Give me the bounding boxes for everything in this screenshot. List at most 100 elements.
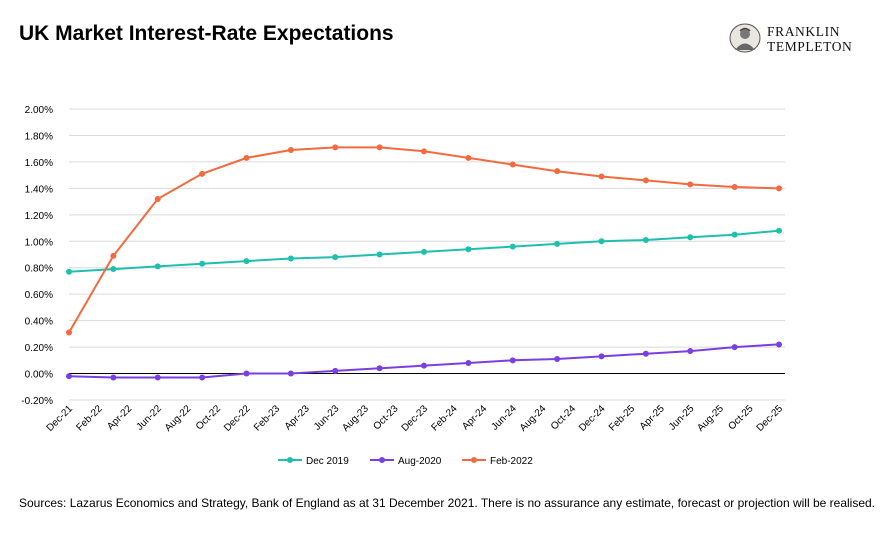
data-point (154, 263, 161, 270)
data-point (554, 168, 561, 175)
data-point (687, 234, 694, 241)
data-point (66, 329, 72, 336)
data-point (110, 252, 117, 259)
data-point (66, 373, 72, 380)
data-point (421, 248, 427, 255)
x-tick-label: Apr-22 (105, 403, 134, 432)
y-tick-label: 2.00% (25, 105, 53, 116)
y-tick-label: 0.00% (25, 370, 53, 381)
data-point (154, 374, 161, 381)
legend-swatch-marker (379, 457, 385, 463)
data-point (199, 260, 206, 267)
x-tick-label: Oct-24 (549, 403, 578, 432)
source-note: Sources: Lazarus Economics and Strategy,… (19, 496, 876, 510)
x-tick-label: Oct-25 (727, 403, 756, 432)
x-tick-label: Feb-22 (75, 403, 105, 433)
data-point (243, 154, 250, 161)
data-point (110, 374, 117, 381)
data-point (509, 161, 516, 168)
x-tick-label: Aug-22 (163, 403, 194, 434)
page-title: UK Market Interest-Rate Expectations (19, 22, 394, 45)
data-point (465, 154, 472, 161)
legend-label: Feb-2022 (490, 456, 533, 467)
series-line (68, 146, 780, 334)
y-tick-label: 1.40% (25, 184, 53, 195)
portrait-seal-icon (729, 23, 761, 53)
y-tick-label: 1.20% (25, 211, 53, 222)
data-point (509, 243, 516, 250)
x-tick-label: Apr-24 (460, 403, 489, 432)
series-lines (66, 144, 782, 381)
x-tick-label: Oct-22 (194, 403, 223, 432)
data-point (598, 238, 605, 245)
logo-line-1: FRANKLIN (767, 24, 841, 39)
y-tick-label: 1.60% (25, 158, 53, 169)
x-tick-label: Feb-24 (430, 403, 460, 433)
data-point (465, 246, 472, 253)
data-point (776, 227, 782, 234)
x-tick-label: Dec-23 (400, 403, 431, 434)
data-point (554, 355, 561, 362)
y-tick-label: 0.20% (25, 343, 53, 354)
data-point (199, 170, 206, 177)
data-point (154, 195, 161, 202)
data-point (509, 357, 516, 364)
grid-lines (69, 108, 785, 401)
x-tick-label: Oct-23 (372, 403, 401, 432)
x-tick-label: Aug-23 (340, 403, 371, 434)
data-point (731, 184, 738, 191)
logo-line-2: TEMPLETON (767, 39, 853, 54)
x-tick-label: Aug-24 (518, 403, 549, 434)
legend-label: Dec 2019 (306, 456, 349, 467)
legend: Dec 2019 Aug-2020 Feb-2022 (278, 456, 533, 467)
x-tick-label: Dec-24 (577, 403, 608, 434)
legend-swatch-marker (471, 457, 477, 463)
data-point (376, 251, 383, 258)
y-tick-label: 0.40% (25, 317, 53, 328)
legend-swatch-marker (287, 457, 293, 463)
x-tick-label: Jun-24 (489, 403, 519, 433)
data-point (642, 350, 649, 357)
data-point (731, 344, 738, 351)
data-point (287, 370, 294, 377)
data-point (554, 240, 561, 247)
data-point (332, 367, 339, 374)
data-point (731, 231, 738, 238)
data-point (243, 258, 250, 265)
data-point (110, 266, 117, 273)
data-point (66, 268, 72, 275)
axes: -0.20% 0.00% 0.20% 0.40% 0.60% 0.80% 1.00% 1.20… (21, 105, 785, 434)
data-point (287, 255, 294, 262)
data-point (687, 348, 694, 355)
y-tick-label: 1.00% (25, 237, 53, 248)
y-tick-label: 0.80% (25, 264, 53, 275)
data-point (199, 374, 206, 381)
data-point (287, 147, 294, 154)
y-tick-label: 1.80% (25, 131, 53, 142)
x-tick-label: Apr-23 (283, 403, 312, 432)
data-point (598, 173, 605, 180)
legend-label: Aug-2020 (398, 456, 442, 467)
data-point (332, 144, 339, 151)
data-point (376, 144, 383, 151)
data-point (642, 236, 649, 243)
x-tick-label: Apr-25 (638, 403, 667, 432)
series-line (68, 343, 780, 379)
x-tick-label: Feb-23 (252, 403, 282, 433)
data-point (598, 353, 605, 360)
y-tick-label: 0.60% (25, 290, 53, 301)
data-point (642, 177, 649, 184)
data-point (332, 254, 339, 261)
x-tick-label: Jun-23 (312, 403, 342, 433)
x-tick-label: Jun-22 (134, 403, 164, 433)
franklin-templeton-logo: FRANKLIN TEMPLETON (727, 22, 867, 56)
x-tick-label: Dec-25 (755, 403, 786, 434)
x-tick-label: Jun-25 (667, 403, 697, 433)
x-tick-label: Feb-25 (607, 403, 637, 433)
y-tick-label: -0.20% (21, 396, 53, 407)
data-point (687, 181, 694, 188)
data-point (376, 365, 383, 372)
data-point (465, 359, 472, 366)
data-point (776, 185, 782, 192)
